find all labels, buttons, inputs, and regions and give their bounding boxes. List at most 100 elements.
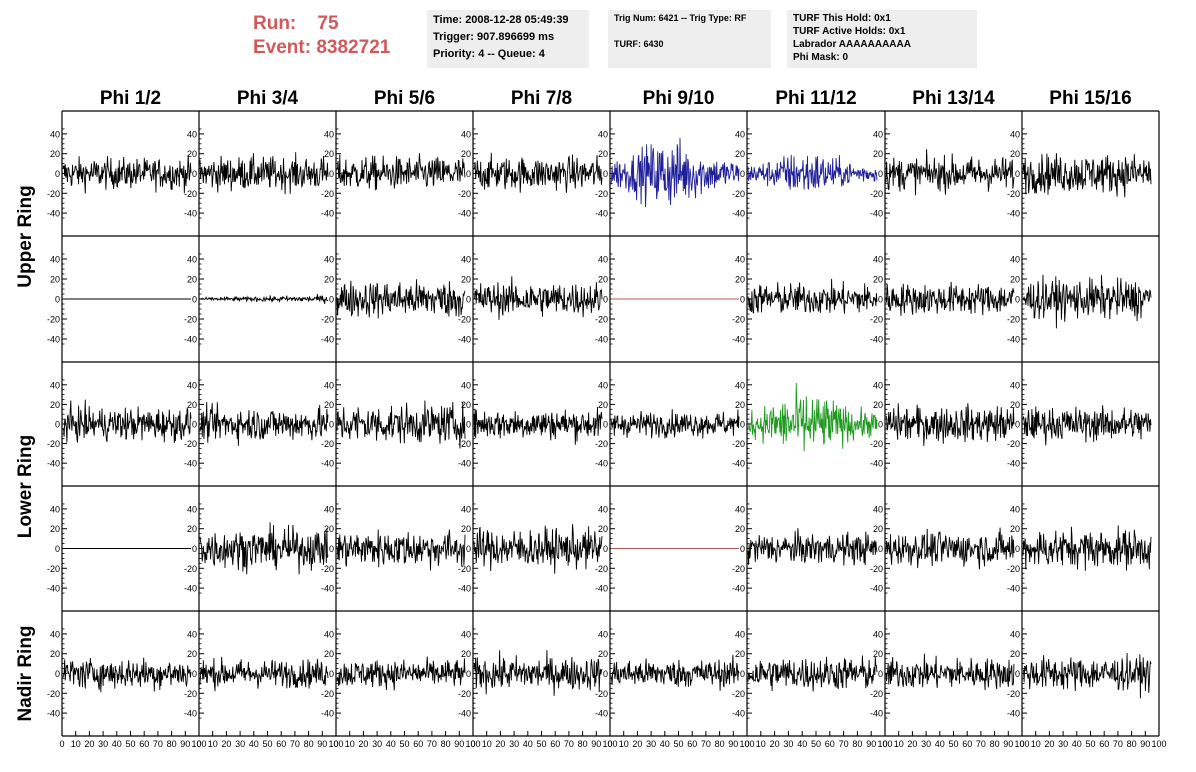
y-tick-label: -40 [184,209,197,219]
y-tick-label: -20 [321,315,334,325]
y-tick-label: 20 [873,649,883,659]
y-tick-label: 0 [329,669,334,679]
y-tick-label: 40 [50,504,60,514]
y-tick-label: -40 [47,709,60,719]
y-tick-label: -40 [732,335,745,345]
y-tick-label: -20 [47,315,60,325]
y-tick-label: 0 [878,544,883,554]
column-title: Phi 3/4 [237,88,299,109]
x-tick-label: 0 [882,739,887,749]
y-tick-label: 40 [1010,255,1020,265]
waveform-trace [1022,274,1152,329]
x-tick-label: 0 [1019,739,1024,749]
y-tick-label: 20 [461,149,471,159]
waveform-trace [473,407,603,445]
x-tick-label: 40 [112,739,122,749]
y-tick-label: 40 [873,629,883,639]
y-tick-label: 20 [598,275,608,285]
y-tick-label: 20 [873,524,883,534]
x-tick-label: 70 [701,739,711,749]
y-tick-label: 40 [324,129,334,139]
x-tick-label: 50 [673,739,683,749]
x-tick-label: 60 [413,739,423,749]
y-tick-label: 40 [187,504,197,514]
x-tick-label: 0 [59,739,64,749]
y-tick-label: 0 [466,544,471,554]
waveform-trace [336,400,466,449]
priority-text: Priority: 4 -- Queue: 4 [433,48,545,60]
y-tick-label: -20 [1007,689,1020,699]
time-text: Time: 2008-12-28 05:49:39 [433,14,569,26]
y-tick-label: -40 [595,335,608,345]
x-tick-label: 50 [811,739,821,749]
y-tick-label: -20 [595,689,608,699]
waveform-trace [747,655,878,692]
y-tick-label: 40 [735,504,745,514]
y-tick-label: -20 [321,689,334,699]
y-tick-label: 40 [598,129,608,139]
x-tick-label: 10 [756,739,766,749]
y-tick-label: -20 [184,315,197,325]
y-tick-label: 0 [740,544,745,554]
y-tick-label: 40 [187,629,197,639]
y-tick-label: 20 [598,524,608,534]
y-tick-label: -40 [732,459,745,469]
y-tick-label: -20 [321,439,334,449]
x-tick-label: 50 [536,739,546,749]
y-tick-label: -20 [595,315,608,325]
x-tick-label: 80 [715,739,725,749]
trig-num-text: Trig Num: 6421 -- Trig Type: RF [614,13,747,23]
x-tick-label: 50 [125,739,135,749]
y-tick-label: -20 [595,189,608,199]
x-tick-label: 10 [482,739,492,749]
y-tick-label: 40 [50,129,60,139]
x-tick-label: 50 [948,739,958,749]
y-tick-label: 20 [735,275,745,285]
y-tick-label: 20 [324,400,334,410]
x-tick-label: 30 [1058,739,1068,749]
turf-active-text: TURF Active Holds: 0x1 [793,26,906,37]
y-tick-label: -40 [321,335,334,345]
waveform-trace [199,401,329,446]
column-title: Phi 13/14 [912,88,995,109]
y-tick-label: 40 [1010,504,1020,514]
y-tick-label: 20 [187,649,197,659]
y-tick-label: -40 [870,584,883,594]
y-tick-label: -40 [595,209,608,219]
y-tick-label: -40 [458,459,471,469]
y-tick-label: 20 [735,149,745,159]
y-tick-label: 20 [1010,149,1020,159]
y-tick-label: -40 [732,209,745,219]
waveform-trace [473,650,603,696]
waveform-trace [336,153,466,191]
y-tick-label: 40 [461,629,471,639]
x-tick-label: 40 [660,739,670,749]
column-title: Phi 7/8 [511,88,572,109]
y-tick-label: 20 [1010,649,1020,659]
x-tick-label: 90 [728,739,738,749]
x-tick-label: 90 [180,739,190,749]
y-tick-label: 40 [873,504,883,514]
y-tick-label: -40 [732,709,745,719]
y-tick-label: -40 [595,709,608,719]
waveform-trace [885,281,1015,316]
run-event-block: Run: 75 Event: 8382721 [253,12,390,60]
y-tick-label: -20 [184,564,197,574]
y-tick-label: -40 [184,584,197,594]
y-tick-label: 0 [55,544,60,554]
x-tick-label: 20 [907,739,917,749]
y-tick-label: 40 [598,380,608,390]
y-tick-label: 0 [55,169,60,179]
y-tick-label: -20 [732,189,745,199]
x-tick-label: 40 [523,739,533,749]
column-title: Phi 11/12 [775,88,856,109]
y-tick-label: 20 [1010,400,1020,410]
y-tick-label: 20 [1010,275,1020,285]
y-tick-label: -20 [47,689,60,699]
y-tick-label: 0 [466,669,471,679]
y-tick-label: -20 [1007,564,1020,574]
waveform-trace [199,522,329,575]
waveform-trace [747,154,878,191]
y-tick-label: -40 [47,335,60,345]
y-tick-label: -20 [321,564,334,574]
